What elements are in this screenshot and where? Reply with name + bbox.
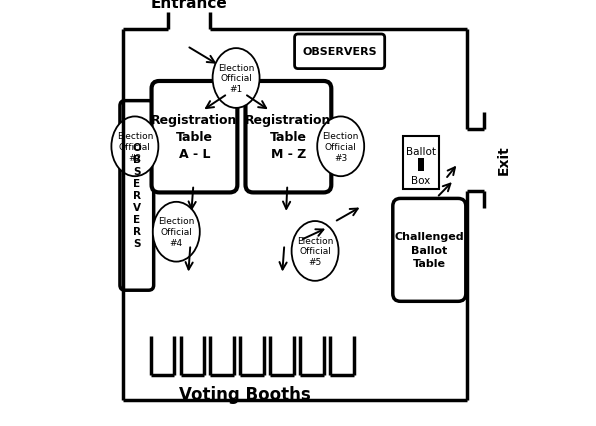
Text: OBSERVERS: OBSERVERS (302, 47, 377, 57)
Text: Election
Official
#4: Election Official #4 (158, 217, 194, 248)
Text: Election
Official
#2: Election Official #2 (117, 132, 153, 162)
FancyBboxPatch shape (151, 82, 237, 193)
Text: Exit: Exit (496, 145, 511, 175)
FancyBboxPatch shape (393, 199, 466, 302)
FancyBboxPatch shape (294, 35, 384, 69)
Text: Box: Box (411, 176, 430, 186)
Ellipse shape (153, 202, 200, 262)
Text: Ballot: Ballot (406, 146, 436, 156)
Text: Entrance: Entrance (151, 0, 228, 11)
Text: Registration
Table
M - Z: Registration Table M - Z (245, 114, 331, 161)
Text: Challenged
Ballot
Table: Challenged Ballot Table (395, 232, 464, 268)
Text: Election
Official
#5: Election Official #5 (297, 236, 333, 267)
FancyBboxPatch shape (120, 101, 154, 291)
FancyBboxPatch shape (246, 82, 331, 193)
Bar (418, 159, 424, 172)
Text: Registration
Table
A - L: Registration Table A - L (151, 114, 238, 161)
Ellipse shape (291, 222, 339, 281)
Ellipse shape (317, 117, 364, 177)
Text: Election
Official
#1: Election Official #1 (218, 63, 254, 94)
Bar (403, 136, 439, 190)
Ellipse shape (213, 49, 260, 109)
Text: O
B
S
E
R
V
E
R
S: O B S E R V E R S (132, 143, 141, 249)
Text: Election
Official
#3: Election Official #3 (322, 132, 359, 162)
Ellipse shape (111, 117, 159, 177)
Text: Voting Booths: Voting Booths (179, 385, 311, 403)
